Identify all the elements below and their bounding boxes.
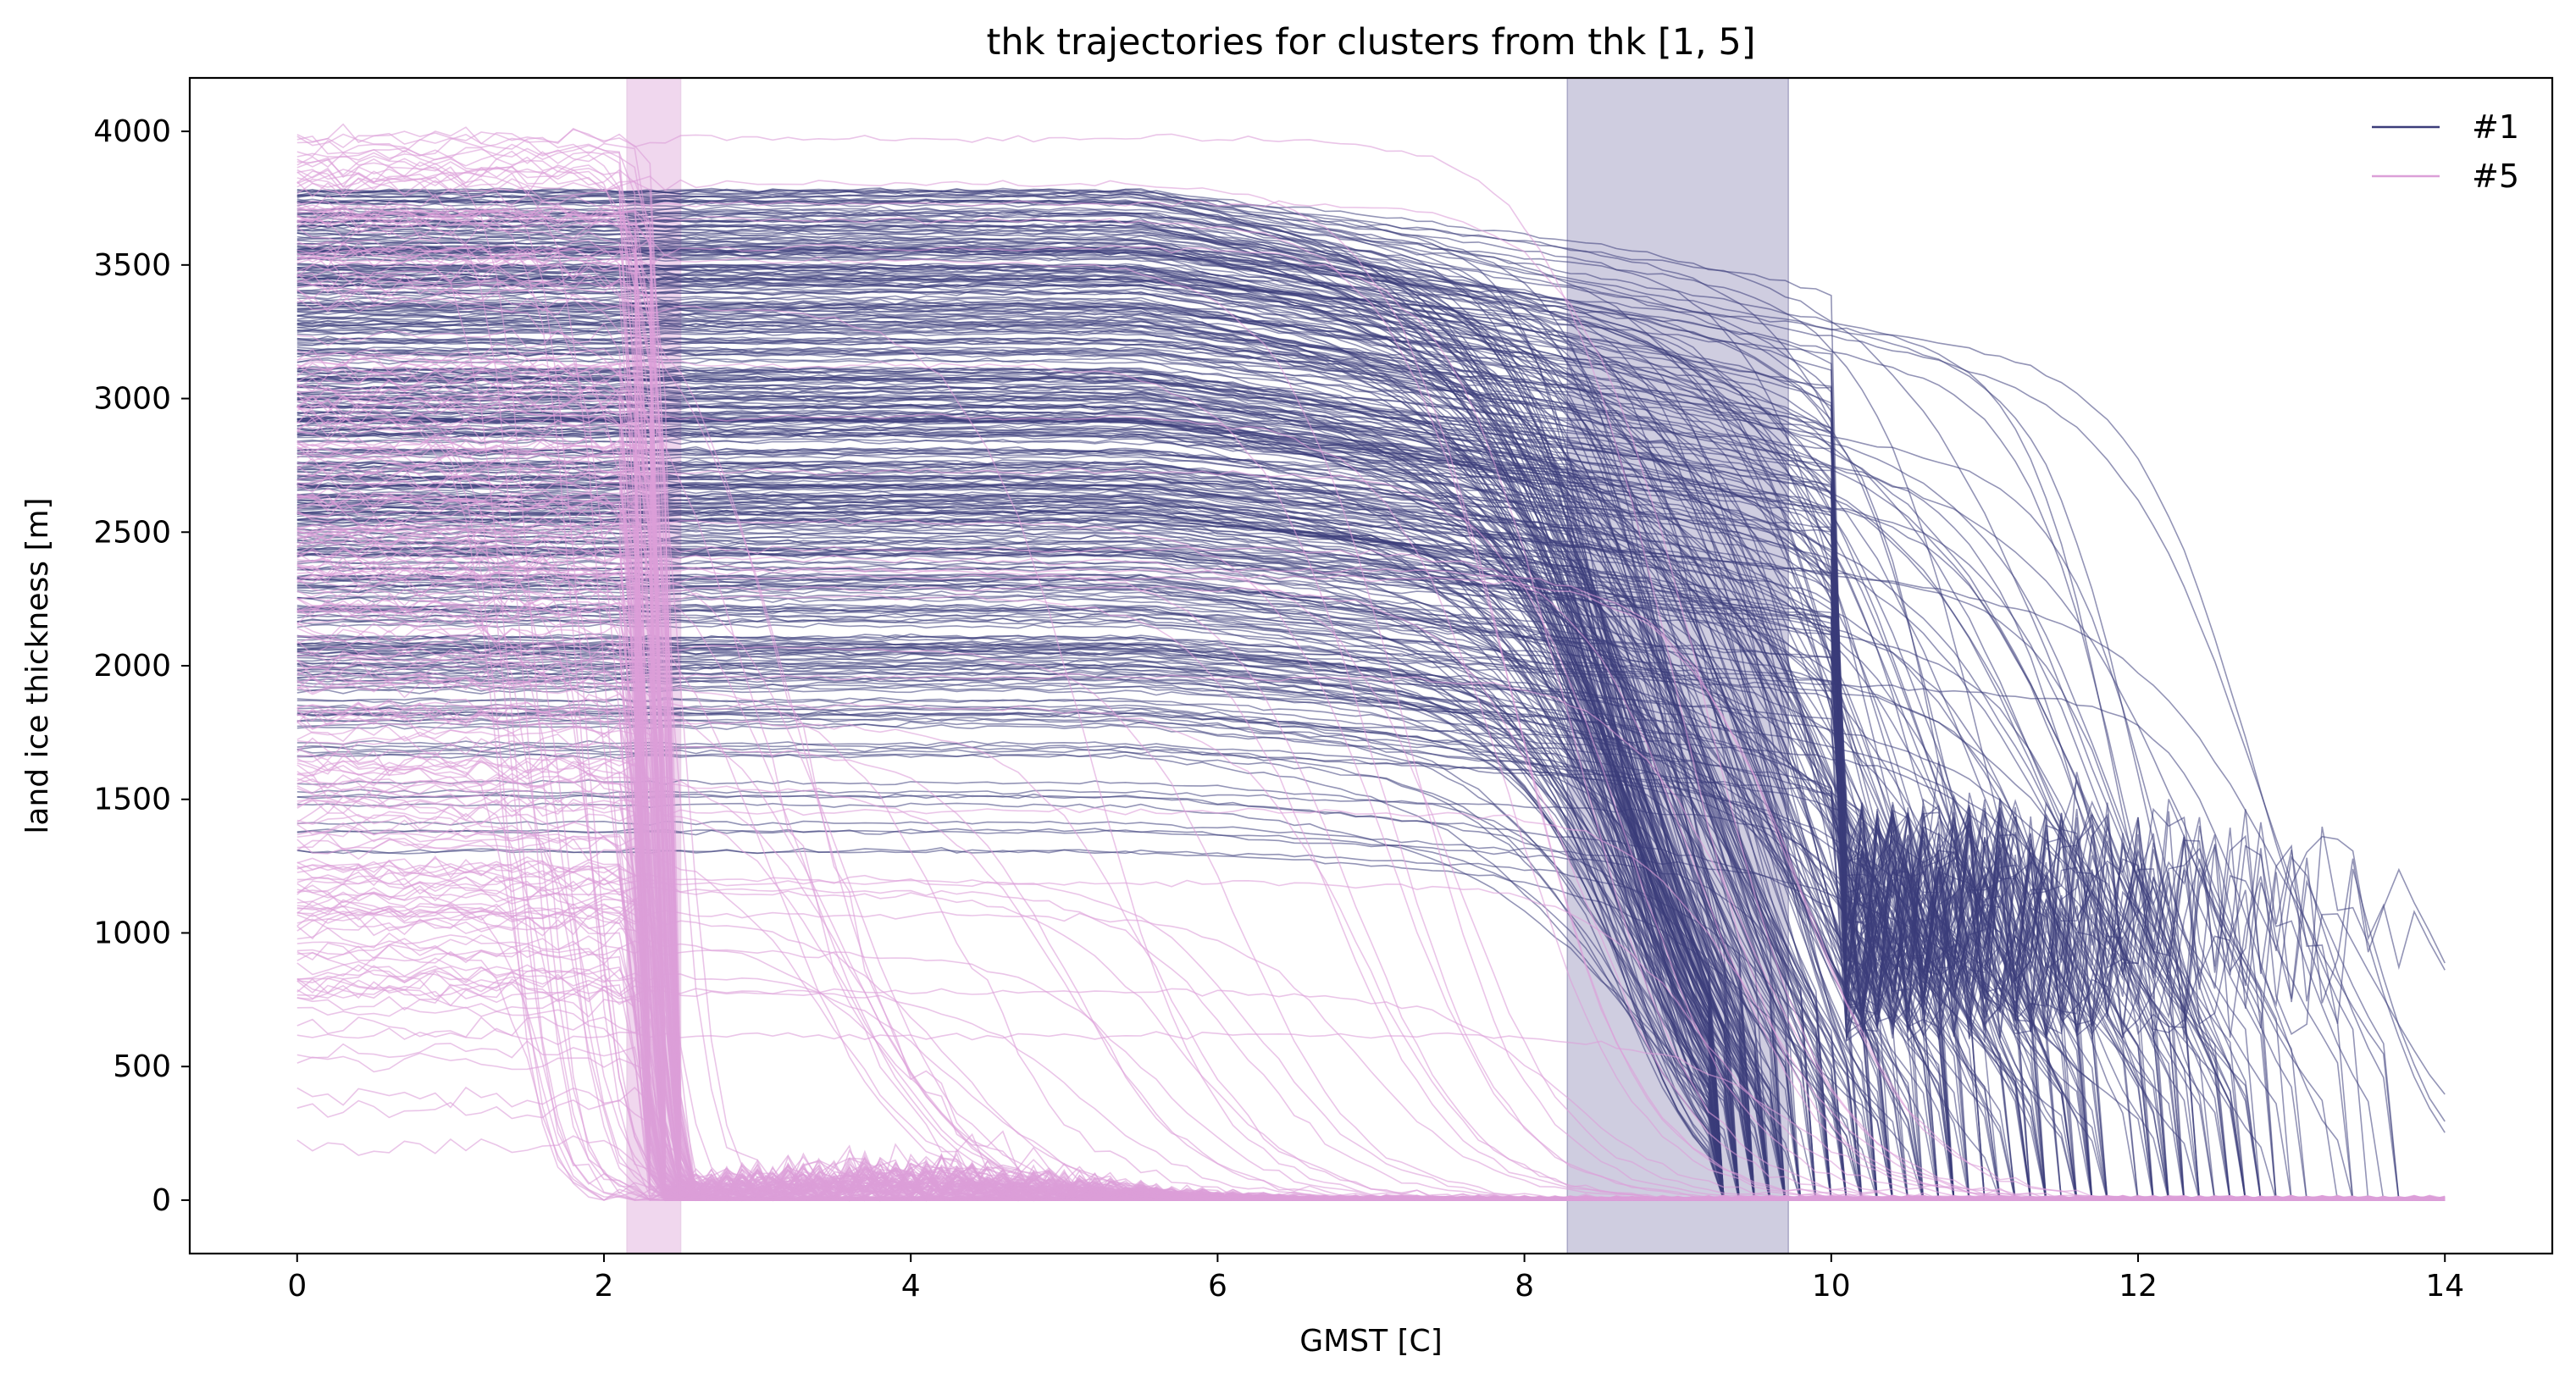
y-tick-label: 1000 (93, 916, 171, 950)
series-1-line (296, 304, 2446, 1201)
series-5-line (296, 460, 2446, 1201)
series-5-line (296, 964, 2446, 1201)
series-1-line (296, 418, 2446, 1201)
y-tick-label: 2000 (93, 649, 171, 684)
series-1-line (296, 210, 2446, 1201)
series-1-line (296, 434, 2446, 1201)
legend-label: #5 (2472, 158, 2519, 195)
y-tick-label: 2500 (93, 515, 171, 550)
y-axis-ticks: 0 500 1000 1500 2000 2500 3000 3500 4000 (93, 114, 190, 1218)
y-tick-label: 3000 (93, 382, 171, 417)
y-tick-label: 500 (113, 1049, 171, 1084)
x-tick-label: 8 (1515, 1269, 1534, 1304)
series-5-line (296, 835, 2446, 1201)
y-tick-label: 4000 (93, 114, 171, 149)
x-tick-label: 6 (1208, 1269, 1227, 1304)
x-tick-label: 4 (901, 1269, 921, 1304)
x-axis-ticks: 0 2 4 6 8 10 12 14 (287, 1254, 2464, 1304)
x-tick-label: 2 (595, 1269, 614, 1304)
x-tick-label: 14 (2425, 1269, 2464, 1304)
x-axis-label: GMST [C] (1299, 1324, 1442, 1359)
series-5-line (296, 524, 2446, 1201)
legend-label: #1 (2472, 108, 2519, 146)
chart-title: thk trajectories for clusters from thk [… (986, 21, 1755, 64)
trajectory-lines (296, 123, 2446, 1202)
y-tick-label: 1500 (93, 783, 171, 817)
x-tick-label: 10 (1812, 1269, 1851, 1304)
series-5-line (296, 1039, 2446, 1201)
y-tick-label: 0 (152, 1183, 171, 1218)
series-1-line (296, 187, 2446, 1201)
series-5-line (296, 965, 2446, 1201)
x-tick-label: 0 (287, 1269, 307, 1304)
legend: #1#5 (2372, 108, 2519, 195)
y-axis-label: land ice thickness [m] (20, 497, 55, 833)
series-5-line (296, 970, 2446, 1201)
x-tick-label: 12 (2119, 1269, 2158, 1304)
y-tick-label: 3500 (93, 248, 171, 283)
series-5-line (296, 769, 2446, 1201)
series-5-line (296, 971, 2446, 1201)
series-5-line (296, 552, 2446, 1201)
